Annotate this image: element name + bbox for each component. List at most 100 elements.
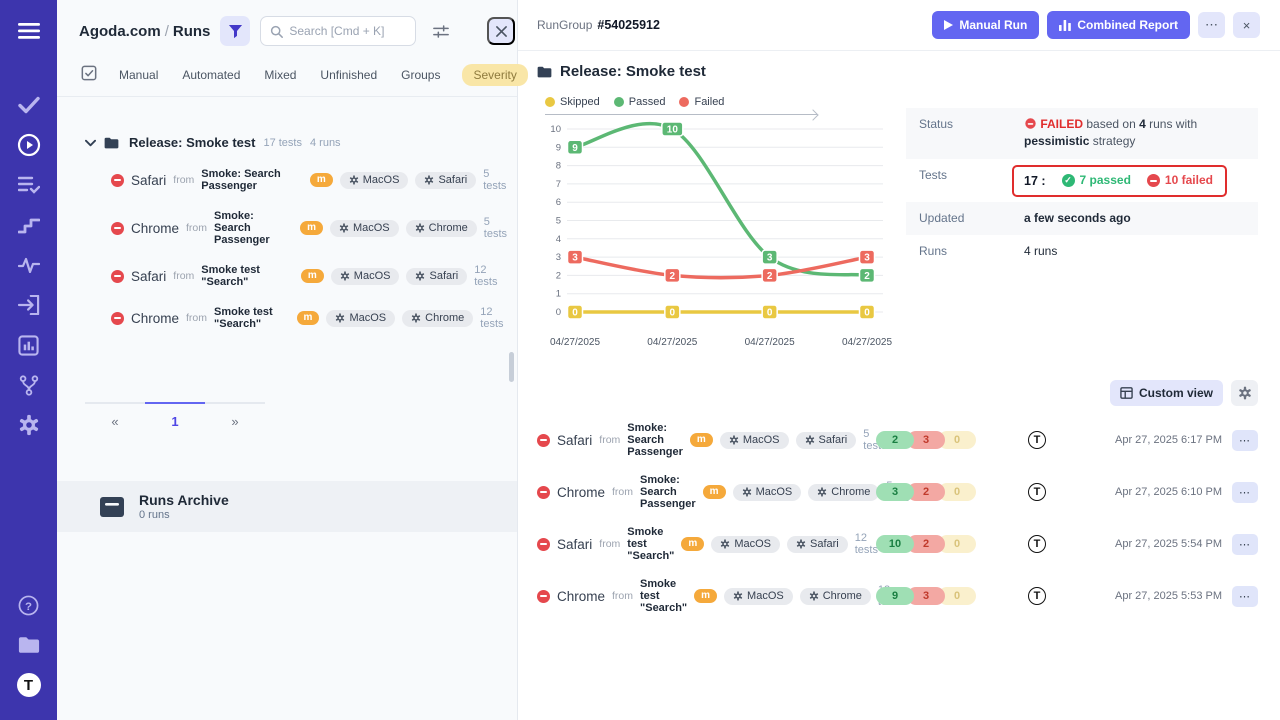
svg-text:10: 10: [550, 124, 561, 135]
sidebar-item-branches[interactable]: [11, 368, 47, 402]
sidebar-user-avatar[interactable]: T: [11, 668, 47, 702]
filter-tab[interactable]: Unfinished: [320, 68, 378, 82]
pagination-prev[interactable]: «: [85, 402, 145, 435]
run-row[interactable]: Safari from Smoke test "Search" m MacOS …: [537, 526, 1258, 562]
run-browser: Safari: [131, 172, 167, 188]
gear-icon: [339, 223, 349, 233]
sidebar-item-pulse[interactable]: [11, 248, 47, 282]
runs-list: Release: Smoke test 17 tests 4 runs Safa…: [57, 97, 517, 330]
run-tests-count: 5 tests: [483, 168, 507, 192]
run-suite: Smoke test "Search": [627, 526, 675, 562]
run-row[interactable]: Safari from Smoke: Search Passenger m Ma…: [85, 168, 507, 192]
run-row[interactable]: Safari from Smoke: Search Passenger m Ma…: [537, 422, 1258, 458]
legend-item[interactable]: Failed: [679, 96, 724, 108]
sidebar-item-projects[interactable]: [11, 628, 47, 662]
failed-status-icon: [537, 589, 550, 603]
more-actions-button[interactable]: ⋯: [1198, 12, 1225, 38]
menu-icon[interactable]: [11, 14, 47, 48]
browser-chip: Chrome: [799, 587, 871, 605]
run-row[interactable]: Chrome from Smoke test "Search" m MacOS …: [85, 306, 507, 330]
sidebar-item-tests[interactable]: [11, 88, 47, 122]
run-row[interactable]: Chrome from Smoke: Search Passenger m Ma…: [85, 210, 507, 246]
filter-tab[interactable]: Groups: [401, 68, 441, 82]
from-label: from: [599, 434, 621, 446]
run-main: Safari from Smoke test "Search" m MacOS …: [537, 526, 878, 562]
sidebar-item-help[interactable]: ?: [11, 588, 47, 622]
from-label: from: [186, 312, 208, 324]
folder-icon: [104, 137, 119, 148]
custom-view-button[interactable]: Custom view: [1109, 380, 1223, 406]
passed-pill: 10: [876, 534, 914, 554]
row-more-button[interactable]: ⋯: [1232, 481, 1258, 503]
avatar-col: T: [994, 431, 1080, 449]
sidebar-item-import[interactable]: [11, 288, 47, 322]
svg-text:5: 5: [556, 216, 561, 227]
gear-icon: [809, 591, 818, 601]
filter-tab[interactable]: Automated: [182, 68, 241, 82]
pagination-next[interactable]: »: [205, 402, 265, 435]
left-panel-header: Agoda.com / Runs: [57, 0, 517, 52]
legend-item[interactable]: Passed: [613, 96, 665, 108]
row-more-button[interactable]: ⋯: [1232, 429, 1258, 451]
chart-legend: Skipped Passed Failed: [537, 96, 895, 108]
run-row[interactable]: Chrome from Smoke: Search Passenger m Ma…: [537, 474, 1258, 510]
sidebar-item-plans[interactable]: [11, 168, 47, 202]
legend-dot: [679, 97, 690, 107]
svg-text:04/27/2025: 04/27/2025: [550, 337, 600, 348]
svg-text:0: 0: [864, 308, 870, 319]
run-timestamp: Apr 27, 2025 5:54 PM: [1114, 538, 1222, 550]
pagination-page-1[interactable]: 1: [145, 402, 205, 435]
combined-report-button[interactable]: Combined Report: [1047, 11, 1190, 39]
row-more-button[interactable]: ⋯: [1232, 585, 1258, 607]
runs-list-panel: Agoda.com/Runs Manual Automated Mixed Unfin…: [57, 0, 528, 720]
run-suite: Smoke test "Search": [640, 578, 688, 614]
summary-row-updated: Updated a few seconds ago: [906, 201, 1258, 236]
breadcrumb-project[interactable]: Agoda.com: [79, 22, 161, 40]
manual-badge: m: [300, 221, 323, 235]
archive-count: 0 runs: [139, 509, 170, 521]
result-pills: 10 2 0: [876, 534, 994, 554]
view-settings-button[interactable]: [426, 16, 456, 46]
manual-badge: m: [694, 589, 718, 603]
search-input[interactable]: [289, 24, 400, 38]
select-all-icon[interactable]: [81, 65, 97, 86]
gear-icon: [721, 539, 730, 549]
tests-value: 17 : ✓ 7 passed 10 failed: [1012, 159, 1237, 202]
sidebar-item-runs[interactable]: [11, 128, 47, 162]
sidebar-item-analytics[interactable]: [11, 328, 47, 362]
gear-icon: [729, 435, 738, 445]
legend-item[interactable]: Skipped: [545, 96, 600, 108]
run-group-row[interactable]: Release: Smoke test 17 tests 4 runs: [85, 135, 507, 150]
failed-pill: 2: [907, 534, 945, 554]
filter-tab[interactable]: Mixed: [264, 68, 297, 82]
passed-pill: 2: [876, 430, 914, 450]
filter-tab-severity[interactable]: Severity: [462, 64, 528, 86]
close-detail-button[interactable]: ×: [1233, 12, 1260, 38]
summary-table: Status FAILED based on 4 runs with pessi…: [906, 108, 1258, 269]
scrollbar-thumb[interactable]: [509, 352, 514, 382]
gear-icon: [415, 223, 424, 233]
close-panel-button[interactable]: [487, 17, 515, 45]
sidebar-item-settings[interactable]: [11, 408, 47, 442]
run-row[interactable]: Chrome from Smoke test "Search" m MacOS …: [537, 578, 1258, 614]
runs-archive-row[interactable]: Runs Archive 0 runs: [57, 481, 517, 532]
filter-tab[interactable]: Manual: [119, 68, 159, 82]
svg-text:?: ?: [25, 600, 32, 612]
os-chip: MacOS: [326, 309, 396, 327]
group-tests-count: 17 tests: [263, 136, 302, 149]
browser-chip: Chrome: [808, 483, 880, 501]
sidebar-item-milestones[interactable]: [11, 208, 47, 242]
gear-icon: [425, 175, 434, 185]
check-icon: [17, 96, 40, 114]
run-row[interactable]: Safari from Smoke test "Search" m MacOS …: [85, 264, 507, 288]
run-suite: Smoke: Search Passenger: [214, 210, 270, 246]
run-timestamp: Apr 27, 2025 6:17 PM: [1114, 434, 1222, 446]
filter-button[interactable]: [220, 16, 251, 46]
manual-run-button[interactable]: Manual Run: [932, 11, 1040, 39]
list-settings-button[interactable]: [1231, 380, 1258, 406]
row-more-button[interactable]: ⋯: [1232, 533, 1258, 555]
run-main: Chrome from Smoke test "Search" m MacOS …: [537, 578, 901, 614]
import-icon: [17, 295, 39, 315]
legend-dot: [545, 97, 555, 107]
